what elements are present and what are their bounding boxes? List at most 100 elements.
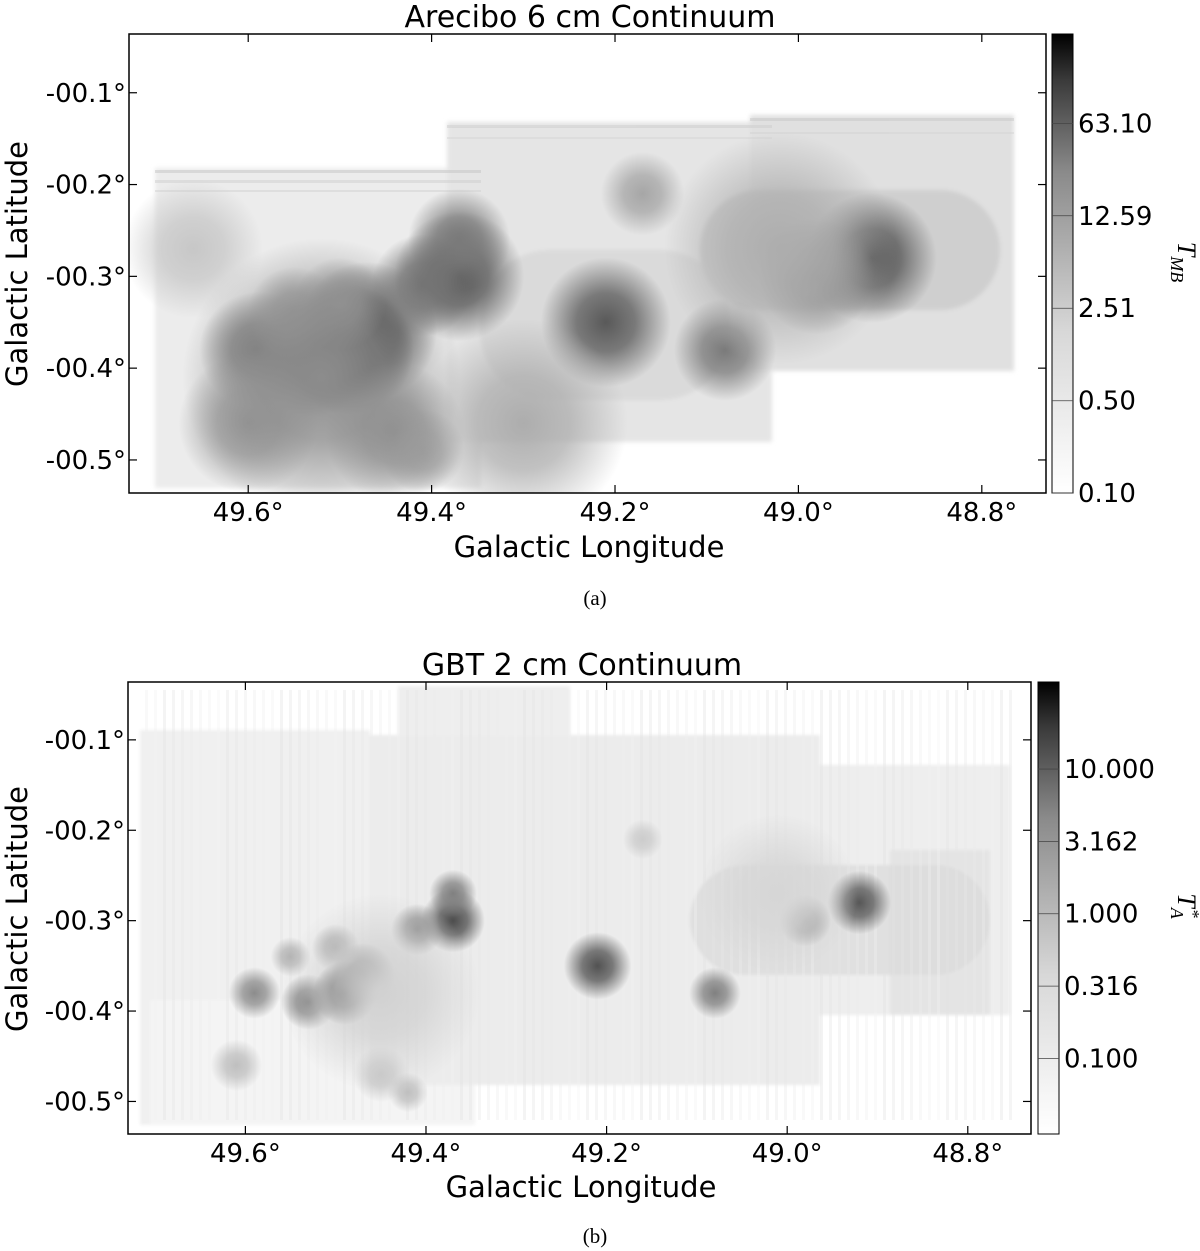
- panel-a-y-tick-label: -00.3°: [46, 262, 126, 292]
- panel-b-colorbar: 10.000 3.162 1.000 0.316 0.100 TA*: [1037, 681, 1200, 1135]
- panel-b-colorbar-ramp: [1037, 681, 1060, 1135]
- panel-b-scan-stripe: [172, 690, 175, 1120]
- panel-b-scan-stripe: [262, 690, 265, 1120]
- panel-b-scan-stripe: [649, 690, 652, 1120]
- panel-a-caption: (a): [583, 586, 606, 610]
- panel-b-source-12: [563, 932, 632, 1000]
- panel-b-scan-stripe: [631, 690, 634, 1120]
- panel-a-title: Arecibo 6 cm Continuum: [405, 0, 776, 35]
- panel-b-y-tick-label: -00.2°: [45, 816, 125, 846]
- panel-a-x-tick-label: 49.6°: [213, 498, 284, 528]
- panel-b-colorbar-tick-label: 10.000: [1064, 755, 1155, 785]
- panel-b-source-14: [689, 967, 741, 1019]
- panel-a-x-axis-label: Galactic Longitude: [454, 530, 725, 564]
- panel-b-caption: (b): [583, 1224, 608, 1248]
- panel-b-source-7: [429, 869, 477, 918]
- panel-b-scan-stripe: [685, 690, 688, 1120]
- panel-b-scan-stripe: [937, 690, 940, 1120]
- panel-b-scan-stripe: [640, 690, 643, 1120]
- panel-b-y-tick-label: -00.5°: [45, 1087, 125, 1117]
- panel-b-y-axis-label: Galactic Latitude: [0, 786, 34, 1032]
- panel-b-scan-stripe: [928, 690, 931, 1120]
- panel-b-colorbar-tick-label: 0.316: [1064, 972, 1138, 1002]
- panel-b-scan-stripe: [550, 690, 553, 1120]
- panel-b-scan-stripe: [514, 690, 517, 1120]
- panel-a-colorbar-tick-label: 2.51: [1078, 294, 1136, 324]
- panel-a-y-tick-label: -00.5°: [46, 446, 126, 476]
- panel-b-source-9: [210, 1039, 263, 1092]
- panel-b-scan-stripe: [325, 690, 328, 1120]
- panel-b-scan-stripe: [613, 690, 616, 1120]
- panel-b-scan-stripe: [604, 690, 607, 1120]
- panel-a-source-17: [664, 132, 897, 365]
- panel-a-y-axis-label: Galactic Latitude: [0, 141, 34, 387]
- panel-a-y-ticks: -00.1° -00.2° -00.3° -00.4° -00.5°: [46, 79, 1046, 476]
- panel-b-scan-stripe: [280, 690, 283, 1120]
- panel-a-x-tick-label: 49.0°: [763, 498, 834, 528]
- panel-b-x-tick-label: 49.4°: [391, 1139, 462, 1169]
- panel-b-scan-stripe: [586, 690, 589, 1120]
- panel-b-scan-stripe: [289, 690, 292, 1120]
- panel-a-colorbar: 63.10 12.59 2.51 0.50 0.10 TMB: [1051, 33, 1200, 509]
- panel-b-scan-stripe: [919, 690, 922, 1120]
- panel-a-x-ticks: 49.6° 49.4° 49.2° 49.0° 48.8°: [213, 34, 1017, 528]
- panel-b-scan-stripe: [487, 690, 490, 1120]
- panel-b-scan-stripe: [496, 690, 499, 1120]
- panel-b-scan-stripe: [955, 690, 958, 1120]
- panel-b-scan-stripe: [154, 690, 157, 1120]
- panel-b-scan-stripe: [226, 690, 229, 1120]
- panel-b-scan-stripe: [1000, 690, 1003, 1120]
- panel-a-colorbar-label: TMB: [1167, 242, 1200, 282]
- panel-b-scan-stripe: [973, 690, 976, 1120]
- panel-b-source-18: [281, 893, 481, 1093]
- panel-b-scan-stripe: [271, 690, 274, 1120]
- panel-b-y-ticks: -00.1° -00.2° -00.3° -00.4° -00.5°: [45, 726, 1031, 1117]
- panel-b-colorbar-label: TA*: [1167, 893, 1200, 919]
- panel-a-x-tick-label: 48.8°: [946, 498, 1017, 528]
- panel-b-scan-stripe: [298, 690, 301, 1120]
- panel-b-scan-stripe: [523, 690, 526, 1120]
- panel-a-colorbar-tick-label: 0.10: [1078, 479, 1136, 509]
- panel-b-y-tick-label: -00.4°: [45, 997, 125, 1027]
- panel-b-scan-stripe: [532, 690, 535, 1120]
- panel-b-y-tick-label: -00.1°: [45, 726, 125, 756]
- panel-a-y-tick-label: -00.2°: [46, 171, 126, 201]
- panel-b-scan-stripe: [595, 690, 598, 1120]
- panel-b-scan-stripe: [253, 690, 256, 1120]
- panel-b-scan-stripe: [892, 690, 895, 1120]
- panel-b-colorbar-tick-label: 1.000: [1064, 900, 1138, 930]
- panel-b-source-3: [228, 967, 281, 1019]
- panel-b-scan-stripe: [208, 690, 211, 1120]
- panel-a-stripes: [155, 118, 1014, 192]
- panel-a-source-13: [600, 151, 685, 236]
- panel-b-source-17: [698, 814, 858, 973]
- panel-a-colorbar-ramp: [1051, 33, 1074, 494]
- panel-b-scan-stripe: [505, 690, 508, 1120]
- panel-b-x-axis-label: Galactic Longitude: [446, 1170, 717, 1204]
- panel-a-source-19: [182, 238, 461, 493]
- panel-b: GBT 2 cm Continuum 49.6° 49.4° 49.2° 49.0° 4…: [0, 648, 1200, 1248]
- panel-b-scan-stripe: [658, 690, 661, 1120]
- panel-a-y-tick-label: -00.1°: [46, 79, 126, 109]
- panel-b-scan-stripe: [181, 690, 184, 1120]
- panel-b-scan-stripe: [694, 690, 697, 1120]
- panel-a-map: [129, 115, 1014, 493]
- panel-b-colorbar-tick-label: 0.100: [1064, 1044, 1138, 1074]
- panel-b-scan-stripe: [244, 690, 247, 1120]
- panel-a-colorbar-ticks: 63.10 12.59 2.51 0.50 0.10: [1052, 109, 1152, 509]
- panel-b-scan-stripe: [316, 690, 319, 1120]
- panel-b-scan-stripe: [559, 690, 562, 1120]
- panel-b-x-tick-label: 49.2°: [571, 1139, 642, 1169]
- panel-a-colorbar-tick-label: 63.10: [1078, 109, 1152, 139]
- panel-a: Arecibo 6 cm Continuum 49.6° 49.4° 49.: [0, 0, 1200, 610]
- panel-b-scan-stripe: [199, 690, 202, 1120]
- panel-b-scan-stripe: [667, 690, 670, 1120]
- panel-b-scan-stripe: [577, 690, 580, 1120]
- panel-b-scan-stripe: [901, 690, 904, 1120]
- panel-b-scan-stripe: [541, 690, 544, 1120]
- panel-b-x-ticks: 49.6° 49.4° 49.2° 49.0° 48.8°: [210, 682, 1003, 1169]
- panel-b-scan-stripe: [964, 690, 967, 1120]
- panel-b-scan-stripe: [163, 690, 166, 1120]
- panel-b-scan-stripe: [910, 690, 913, 1120]
